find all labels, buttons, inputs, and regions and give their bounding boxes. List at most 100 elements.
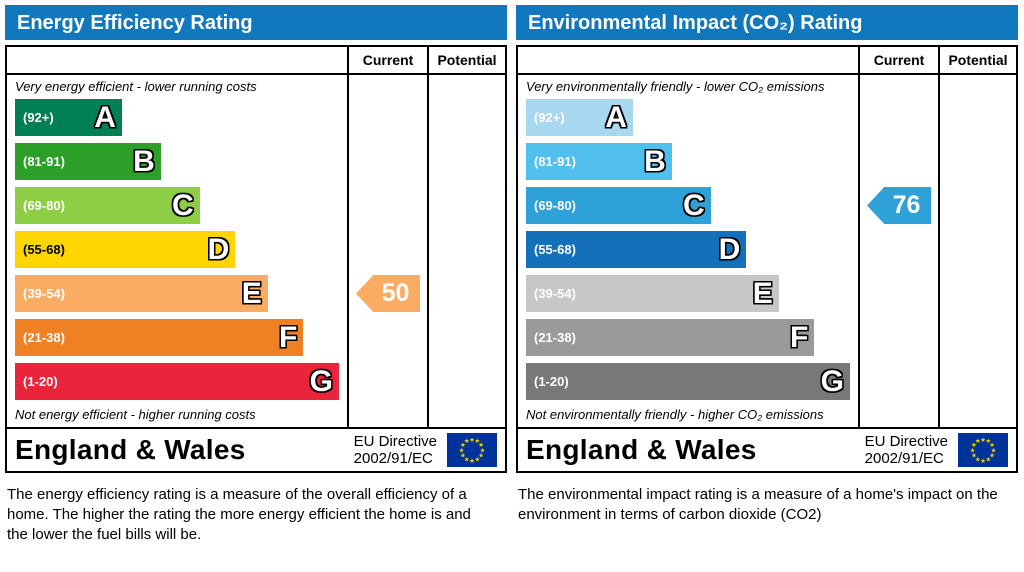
band-bar: (69-80) C: [15, 187, 200, 224]
chart-corner-cell: [7, 47, 347, 73]
current-rating-pointer: 76: [867, 187, 931, 224]
svg-text:★: ★: [971, 452, 977, 460]
band-bar: (81-91) B: [526, 143, 672, 180]
energy-efficiency-panel: Energy Efficiency Rating Current Potenti…: [5, 5, 507, 572]
band-range-label: (21-38): [534, 330, 576, 345]
eu-directive-line1: EU Directive: [864, 432, 948, 450]
band-bar: (1-20) G: [15, 363, 339, 400]
band-bar: (81-91) B: [15, 143, 161, 180]
eu-flag-icon: ★ ★★★★★★★★★★★: [447, 433, 497, 467]
potential-column-header: Potential: [938, 47, 1016, 73]
band-letter: E: [752, 276, 773, 310]
band-row-a: (92+) A: [15, 99, 339, 136]
band-range-label: (81-91): [534, 154, 576, 169]
energy-rating-chart: Current Potential Very energy efficient …: [5, 45, 507, 429]
eu-directive-label: EU Directive 2002/91/EC: [354, 433, 437, 468]
band-range-label: (1-20): [23, 374, 58, 389]
band-bar: (55-68) D: [15, 231, 236, 268]
band-row-g: (1-20) G: [526, 363, 850, 400]
band-row-g: (1-20) G: [15, 363, 339, 400]
chart-footer: England & Wales EU Directive 2002/91/EC …: [516, 427, 1018, 473]
band-row-f: (21-38) F: [526, 319, 850, 356]
chart-corner-cell: [518, 47, 858, 73]
rating-bands: (92+) A (81-91) B (69-80) C (55-68) D (39-54) E (2…: [526, 99, 850, 400]
band-range-label: (92+): [534, 110, 565, 125]
band-letter: D: [207, 232, 230, 266]
potential-rating-cell: [427, 75, 505, 427]
svg-text:★: ★: [460, 441, 466, 449]
band-letter: B: [644, 144, 666, 178]
energy-description-text: The energy efficiency rating is a measur…: [7, 486, 471, 543]
band-letter: F: [279, 320, 298, 354]
current-rating-cell: 76: [858, 75, 938, 427]
svg-text:★: ★: [478, 452, 484, 460]
svg-text:★: ★: [480, 446, 486, 454]
band-row-e: (39-54) E: [15, 275, 339, 312]
band-row-b: (81-91) B: [526, 143, 850, 180]
region-label: England & Wales: [526, 434, 757, 465]
svg-text:★: ★: [989, 452, 995, 460]
current-rating-pointer: 50: [356, 275, 420, 312]
environmental-rating-chart: Current Potential Very environmentally f…: [516, 45, 1018, 429]
svg-text:★: ★: [980, 436, 986, 444]
band-row-e: (39-54) E: [526, 275, 850, 312]
band-row-a: (92+) A: [526, 99, 850, 136]
band-letter: D: [718, 232, 741, 266]
band-range-label: (69-80): [534, 198, 576, 213]
svg-text:★: ★: [970, 446, 976, 454]
svg-text:★: ★: [464, 437, 470, 445]
svg-text:★: ★: [975, 437, 981, 445]
svg-text:★: ★: [985, 455, 991, 463]
band-letter: A: [94, 100, 116, 134]
environmental-impact-panel: Environmental Impact (CO₂) Rating Curren…: [516, 5, 1018, 572]
band-bar: (21-38) F: [15, 319, 304, 356]
band-bar: (39-54) E: [15, 275, 268, 312]
band-row-b: (81-91) B: [15, 143, 339, 180]
band-row-d: (55-68) D: [526, 231, 850, 268]
band-letter: E: [241, 276, 262, 310]
band-bar: (21-38) F: [526, 319, 815, 356]
potential-rating-cell: [938, 75, 1016, 427]
band-range-label: (55-68): [23, 242, 65, 257]
band-letter: G: [820, 364, 844, 398]
band-letter: G: [309, 364, 333, 398]
svg-text:★: ★: [975, 455, 981, 463]
band-range-label: (39-54): [534, 286, 576, 301]
eu-directive-line2: 2002/91/EC: [864, 450, 944, 467]
eu-directive-label: EU Directive 2002/91/EC: [865, 433, 948, 468]
bottom-caption: Not environmentally friendly - higher CO…: [526, 407, 824, 422]
band-range-label: (55-68): [534, 242, 576, 257]
band-bar: (39-54) E: [526, 275, 779, 312]
eu-directive-line1: EU Directive: [353, 432, 437, 450]
chart-body: Very energy efficient - lower running co…: [7, 75, 505, 427]
bands-cell: Very environmentally friendly - lower CO…: [518, 75, 858, 427]
band-letter: B: [133, 144, 155, 178]
svg-text:★: ★: [469, 457, 475, 465]
svg-text:★: ★: [971, 441, 977, 449]
svg-text:★: ★: [474, 455, 480, 463]
band-letter: C: [172, 188, 194, 222]
bottom-caption: Not energy efficient - higher running co…: [15, 407, 256, 422]
environmental-description-text: The environmental impact rating is a mea…: [518, 486, 998, 523]
band-range-label: (39-54): [23, 286, 65, 301]
band-bar: (69-80) C: [526, 187, 711, 224]
band-bar: (92+) A: [526, 99, 633, 136]
svg-text:★: ★: [989, 441, 995, 449]
band-range-label: (92+): [23, 110, 54, 125]
svg-text:★: ★: [991, 446, 997, 454]
top-caption: Very environmentally friendly - lower CO…: [526, 79, 825, 94]
bands-cell: Very energy efficient - lower running co…: [7, 75, 347, 427]
band-range-label: (21-38): [23, 330, 65, 345]
svg-text:★: ★: [460, 452, 466, 460]
current-column-header: Current: [858, 47, 938, 73]
chart-body: Very environmentally friendly - lower CO…: [518, 75, 1016, 427]
band-row-d: (55-68) D: [15, 231, 339, 268]
band-range-label: (81-91): [23, 154, 65, 169]
band-range-label: (69-80): [23, 198, 65, 213]
band-row-c: (69-80) C: [15, 187, 339, 224]
environmental-panel-title: Environmental Impact (CO₂) Rating: [516, 5, 1018, 40]
chart-footer: England & Wales EU Directive 2002/91/EC …: [5, 427, 507, 473]
svg-text:★: ★: [469, 436, 475, 444]
svg-text:★: ★: [985, 437, 991, 445]
